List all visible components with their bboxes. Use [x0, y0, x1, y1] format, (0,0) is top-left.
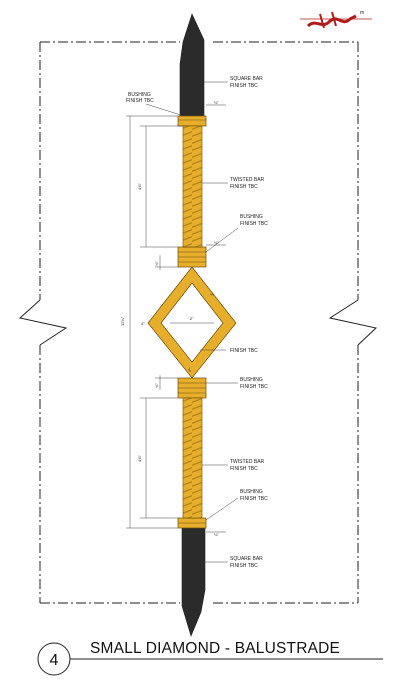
svg-text:BUSHING: BUSHING: [240, 489, 263, 495]
square-bar-top: [179, 13, 205, 119]
svg-text:FINISH TBC: FINISH TBC: [126, 98, 154, 104]
svg-text:BUSHING: BUSHING: [240, 214, 263, 220]
title-block: 4 SMALL DIAMOND - BALUSTRADE: [37, 640, 383, 676]
logo-text: m: [360, 10, 364, 16]
dim-bushing-mid-small: ⅛": [214, 240, 219, 245]
drawing-title: SMALL DIAMOND - BALUSTRADE: [90, 640, 340, 657]
diamond-frame: [147, 266, 237, 379]
leader-lines: [145, 81, 239, 563]
bushing-upper-mid: [177, 246, 207, 268]
square-bar-bottom: [181, 527, 206, 637]
svg-text:FINISH TBC: FINISH TBC: [230, 563, 258, 569]
dimension-labels: 12⅛" 4⅞" 4⅞" 4" 2" 2" 2" ¾" ¾" ⅛" ⅛" ⅛": [120, 100, 219, 537]
callout-bushing-bottom: BUSHING FINISH TBC: [240, 489, 268, 502]
dim-diamond-height: 4": [141, 321, 145, 326]
bushing-lower-mid: [177, 377, 207, 399]
svg-text:BUSHING: BUSHING: [128, 92, 151, 98]
callout-twisted-bar-top: TWISTED BAR FINISH TBC: [230, 177, 265, 190]
svg-text:SQUARE BAR: SQUARE BAR: [230, 76, 263, 82]
callout-bushing-top: BUSHING FINISH TBC: [126, 92, 154, 104]
company-logo: m: [300, 10, 372, 29]
twisted-bar-lower: [182, 397, 203, 519]
callout-twisted-bar-bottom: TWISTED BAR FINISH TBC: [230, 459, 265, 472]
dim-upper-twisted: 4⅞": [137, 182, 142, 190]
twisted-bar-upper: [182, 125, 203, 248]
bushing-bottom: [177, 517, 207, 529]
dim-diamond-side-lower: 2": [187, 366, 194, 372]
drawing-number: 4: [50, 652, 59, 669]
break-symbol-right: [328, 299, 378, 346]
callout-bushing-mid-upper: BUSHING FINISH TBC: [240, 214, 268, 227]
callout-square-bar-bottom: SQUARE BAR FINISH TBC: [230, 556, 263, 569]
break-symbol-left: [18, 299, 68, 346]
svg-text:FINISH TBC: FINISH TBC: [230, 184, 258, 190]
svg-text:TWISTED BAR: TWISTED BAR: [230, 177, 265, 183]
dimension-lines: [126, 104, 226, 533]
drawing-frame: [39, 41, 359, 604]
svg-text:FINISH TBC: FINISH TBC: [240, 221, 268, 227]
dim-bushing-lower: ¾": [154, 383, 159, 388]
dim-diamond-side: 2": [209, 292, 216, 298]
dim-bushing-top-small: ⅛": [214, 100, 219, 105]
callout-bushing-mid-lower: BUSHING FINISH TBC: [240, 377, 268, 390]
dim-diamond-width: 2": [190, 316, 194, 321]
callout-square-bar-top: SQUARE BAR FINISH TBC: [230, 76, 263, 89]
svg-text:TWISTED BAR: TWISTED BAR: [230, 459, 265, 465]
dim-bushing-bottom-small: ⅛": [214, 532, 219, 537]
svg-text:BUSHING: BUSHING: [240, 377, 263, 383]
svg-text:FINISH TBC: FINISH TBC: [240, 496, 268, 502]
dim-lower-twisted: 4⅞": [137, 454, 142, 462]
dim-bushing-upper: ¾": [154, 261, 159, 266]
svg-text:FINISH TBC: FINISH TBC: [230, 348, 258, 354]
svg-text:FINISH TBC: FINISH TBC: [230, 83, 258, 89]
svg-text:FINISH TBC: FINISH TBC: [230, 466, 258, 472]
svg-text:SQUARE BAR: SQUARE BAR: [230, 556, 263, 562]
bushing-top: [177, 115, 207, 127]
dim-overall-height: 12⅛": [120, 316, 125, 326]
svg-text:FINISH TBC: FINISH TBC: [240, 384, 268, 390]
callout-finish-diamond: FINISH TBC: [230, 348, 258, 354]
